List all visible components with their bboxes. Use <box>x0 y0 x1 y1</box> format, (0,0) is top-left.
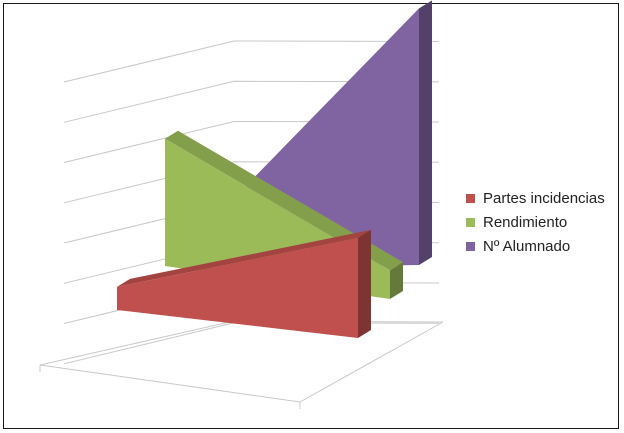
legend-label-partes-incidencias: Partes incidencias <box>483 189 605 207</box>
floor-back-edge <box>39 320 444 366</box>
legend-item-partes-incidencias: Partes incidencias <box>466 186 605 210</box>
area-top-rendimiento <box>165 130 403 271</box>
legend-swatch-alumnado <box>466 241 475 251</box>
legend-label-rendimiento: Rendimiento <box>483 213 568 231</box>
floor-front-edge <box>39 321 444 403</box>
legend-item-alumnado: Nº Alumnado <box>466 234 605 258</box>
area-front-partes-incidencias <box>117 237 358 338</box>
legend-label-alumnado: Nº Alumnado <box>483 237 571 255</box>
legend-swatch-rendimiento <box>466 217 475 227</box>
legend-item-rendimiento: Rendimiento <box>466 210 605 234</box>
area-top-partes-incidencias <box>117 229 371 287</box>
area-side-rendimiento <box>390 262 403 299</box>
legend-swatch-partes-incidencias <box>466 193 475 203</box>
gridline-8 <box>63 40 440 83</box>
legend: Partes incidencias Rendimiento Nº Alumna… <box>466 186 605 258</box>
area-side-n-alumnado <box>419 0 432 265</box>
series-areas <box>117 0 432 338</box>
gridline-1 <box>63 322 440 365</box>
area-side-partes-incidencias <box>358 229 371 338</box>
